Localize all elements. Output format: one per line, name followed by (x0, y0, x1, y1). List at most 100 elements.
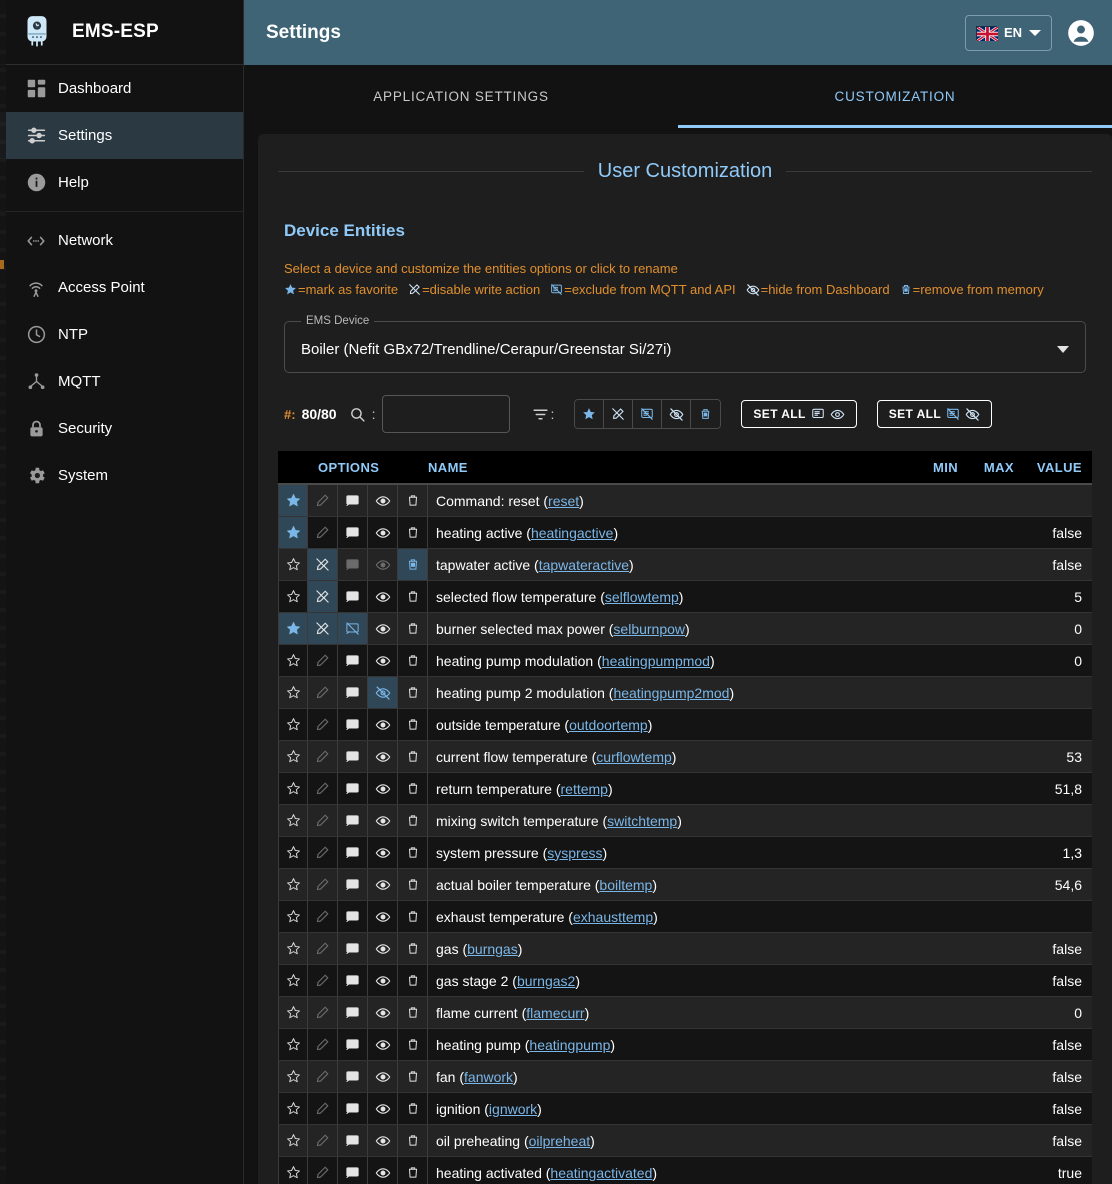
option-remove-memory[interactable] (398, 933, 428, 964)
option-hide-dashboard[interactable] (368, 933, 398, 964)
option-exclude-mqtt[interactable] (338, 933, 368, 964)
option-disable-write[interactable] (308, 805, 338, 836)
option-disable-write[interactable] (308, 613, 338, 644)
option-favorite[interactable] (278, 965, 308, 996)
option-remove-memory[interactable] (398, 1125, 428, 1156)
option-favorite[interactable] (278, 741, 308, 772)
option-remove-memory[interactable] (398, 805, 428, 836)
filter-exclude-mqtt-button[interactable] (633, 400, 663, 428)
option-hide-dashboard[interactable] (368, 709, 398, 740)
option-disable-write[interactable] (308, 965, 338, 996)
option-exclude-mqtt[interactable] (338, 869, 368, 900)
table-row[interactable]: gas stage 2 (burngas2) false (278, 965, 1092, 997)
tab-customization[interactable]: CUSTOMIZATION (834, 89, 956, 104)
table-row[interactable]: fan (fanwork) false (278, 1061, 1092, 1093)
entity-name[interactable]: heating activated (heatingactivated) (436, 1164, 658, 1181)
option-disable-write[interactable] (308, 741, 338, 772)
filter-hide-dashboard-button[interactable] (662, 400, 692, 428)
option-remove-memory[interactable] (398, 741, 428, 772)
table-row[interactable]: return temperature (rettemp) 51,8 (278, 773, 1092, 805)
option-exclude-mqtt[interactable] (338, 1093, 368, 1124)
filter-readonly-button[interactable] (604, 400, 634, 428)
table-row[interactable]: system pressure (syspress) 1,3 (278, 837, 1092, 869)
option-remove-memory[interactable] (398, 709, 428, 740)
entity-name[interactable]: outside temperature (outdoortemp) (436, 716, 653, 733)
table-row[interactable]: heating pump 2 modulation (heatingpump2m… (278, 677, 1092, 709)
option-hide-dashboard[interactable] (368, 581, 398, 612)
option-favorite[interactable] (278, 549, 308, 580)
option-remove-memory[interactable] (398, 997, 428, 1028)
option-exclude-mqtt[interactable] (338, 549, 368, 580)
entity-name[interactable]: current flow temperature (curflowtemp) (436, 748, 677, 765)
filter-favorite-button[interactable] (575, 400, 605, 428)
option-remove-memory[interactable] (398, 645, 428, 676)
option-disable-write[interactable] (308, 933, 338, 964)
option-exclude-mqtt[interactable] (338, 581, 368, 612)
option-disable-write[interactable] (308, 1093, 338, 1124)
option-favorite[interactable] (278, 997, 308, 1028)
entity-name[interactable]: ignition (ignwork) (436, 1100, 542, 1117)
tab-application-settings[interactable]: APPLICATION SETTINGS (373, 89, 549, 104)
entity-name[interactable]: burner selected max power (selburnpow) (436, 620, 690, 637)
option-disable-write[interactable] (308, 1157, 338, 1184)
option-remove-memory[interactable] (398, 1093, 428, 1124)
option-disable-write[interactable] (308, 1029, 338, 1060)
option-favorite[interactable] (278, 645, 308, 676)
option-favorite[interactable] (278, 1157, 308, 1184)
entity-name[interactable]: flame current (flamecurr) (436, 1004, 590, 1021)
option-favorite[interactable] (278, 869, 308, 900)
option-exclude-mqtt[interactable] (338, 1061, 368, 1092)
filter-remove-memory-button[interactable] (691, 400, 721, 428)
option-disable-write[interactable] (308, 1125, 338, 1156)
table-row[interactable]: heating activated (heatingactivated) true (278, 1157, 1092, 1184)
option-hide-dashboard[interactable] (368, 805, 398, 836)
entity-name[interactable]: return temperature (rettemp) (436, 780, 613, 797)
option-favorite[interactable] (278, 1061, 308, 1092)
option-favorite[interactable] (278, 1093, 308, 1124)
option-hide-dashboard[interactable] (368, 901, 398, 932)
option-favorite[interactable] (278, 677, 308, 708)
option-exclude-mqtt[interactable] (338, 741, 368, 772)
option-disable-write[interactable] (308, 517, 338, 548)
option-hide-dashboard[interactable] (368, 485, 398, 516)
table-row[interactable]: actual boiler temperature (boiltemp) 54,6 (278, 869, 1092, 901)
option-hide-dashboard[interactable] (368, 837, 398, 868)
sidebar-item-network[interactable]: Network (0, 217, 243, 264)
option-remove-memory[interactable] (398, 613, 428, 644)
option-hide-dashboard[interactable] (368, 677, 398, 708)
option-exclude-mqtt[interactable] (338, 1029, 368, 1060)
brand[interactable]: EMS-ESP (0, 0, 243, 65)
option-disable-write[interactable] (308, 581, 338, 612)
sidebar-item-dashboard[interactable]: Dashboard (0, 65, 243, 112)
option-disable-write[interactable] (308, 773, 338, 804)
option-remove-memory[interactable] (398, 837, 428, 868)
option-remove-memory[interactable] (398, 965, 428, 996)
table-row[interactable]: flame current (flamecurr) 0 (278, 997, 1092, 1029)
chevron-down-icon[interactable] (1057, 346, 1069, 353)
option-hide-dashboard[interactable] (368, 1125, 398, 1156)
entity-name[interactable]: Command: reset (reset) (436, 492, 584, 509)
option-remove-memory[interactable] (398, 549, 428, 580)
sidebar-item-system[interactable]: System (0, 452, 243, 499)
option-remove-memory[interactable] (398, 581, 428, 612)
option-remove-memory[interactable] (398, 773, 428, 804)
table-row[interactable]: tapwater active (tapwateractive) false (278, 549, 1092, 581)
device-select[interactable]: EMS Device Boiler (Nefit GBx72/Trendline… (284, 315, 1086, 373)
option-remove-memory[interactable] (398, 901, 428, 932)
option-remove-memory[interactable] (398, 1157, 428, 1184)
option-hide-dashboard[interactable] (368, 1093, 398, 1124)
option-remove-memory[interactable] (398, 1061, 428, 1092)
entity-name[interactable]: system pressure (syspress) (436, 844, 608, 861)
sidebar-item-access-point[interactable]: Access Point (0, 264, 243, 311)
table-row[interactable]: ignition (ignwork) false (278, 1093, 1092, 1125)
option-disable-write[interactable] (308, 997, 338, 1028)
option-hide-dashboard[interactable] (368, 1061, 398, 1092)
option-exclude-mqtt[interactable] (338, 1157, 368, 1184)
table-row[interactable]: heating pump modulation (heatingpumpmod)… (278, 645, 1092, 677)
option-favorite[interactable] (278, 1029, 308, 1060)
option-disable-write[interactable] (308, 485, 338, 516)
option-hide-dashboard[interactable] (368, 645, 398, 676)
option-favorite[interactable] (278, 805, 308, 836)
option-favorite[interactable] (278, 517, 308, 548)
option-disable-write[interactable] (308, 837, 338, 868)
